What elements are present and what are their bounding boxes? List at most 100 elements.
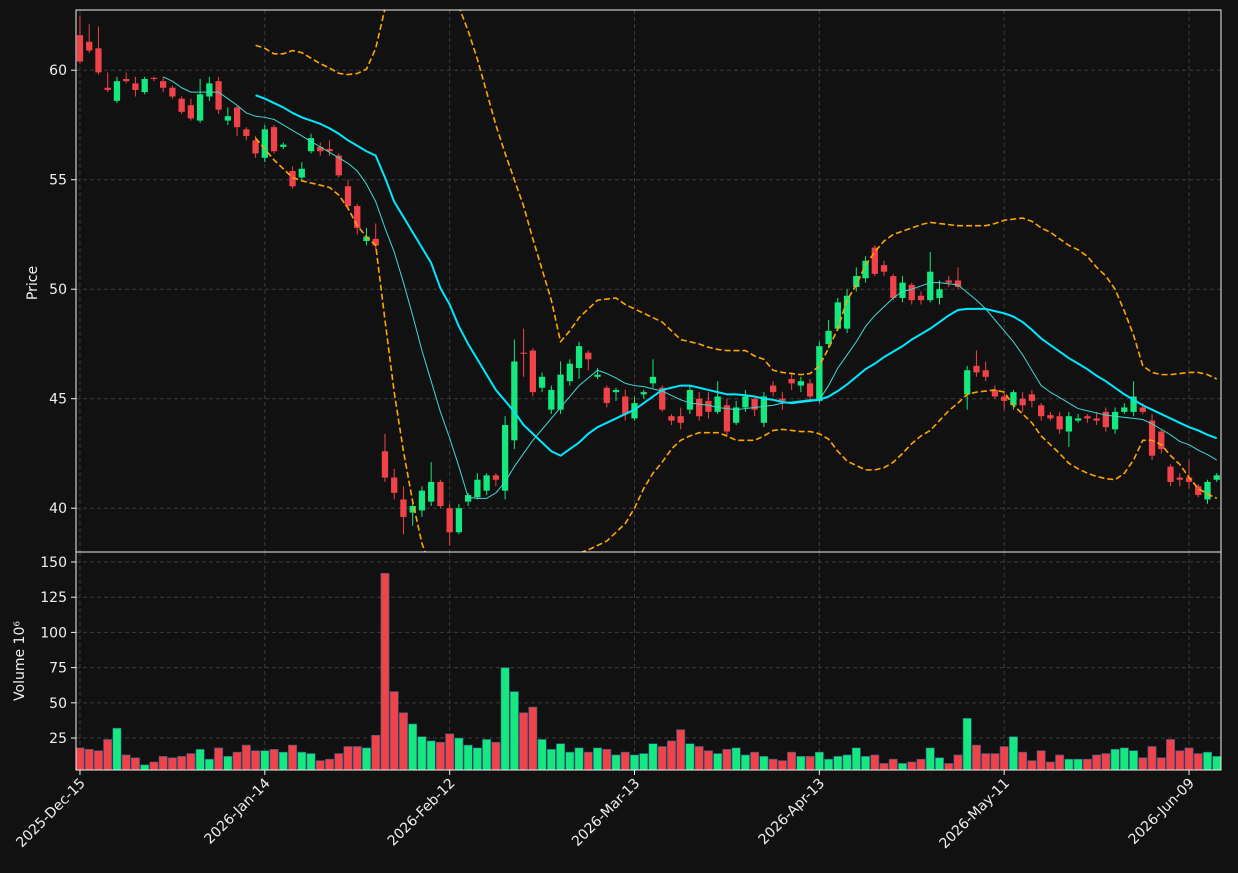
volume-bar bbox=[214, 747, 224, 770]
volume-bar bbox=[685, 743, 695, 770]
candle-body bbox=[1213, 475, 1220, 480]
volume-bar bbox=[260, 750, 270, 770]
volume-bar bbox=[1073, 758, 1083, 770]
volume-bar bbox=[703, 750, 713, 770]
candle-body bbox=[363, 236, 370, 242]
volume-bar bbox=[787, 751, 797, 770]
volume-bar bbox=[315, 760, 325, 770]
candle-body bbox=[132, 83, 139, 90]
candle-body bbox=[160, 81, 167, 88]
volume-bar bbox=[999, 746, 1009, 770]
candle-body bbox=[150, 77, 158, 79]
volume-bar bbox=[362, 747, 371, 770]
candle-body bbox=[104, 87, 111, 90]
candle-body bbox=[428, 481, 435, 502]
candle-body bbox=[123, 78, 130, 82]
volume-bar bbox=[870, 754, 880, 770]
candle-body bbox=[76, 35, 84, 62]
candle-body bbox=[557, 374, 564, 410]
volume-bar bbox=[528, 706, 538, 770]
volume-tick-label: 100 bbox=[40, 625, 67, 641]
volume-bar bbox=[962, 718, 972, 770]
volume-bar bbox=[953, 754, 963, 770]
volume-bar bbox=[186, 753, 196, 770]
candle-body bbox=[991, 389, 999, 397]
candle-body bbox=[603, 387, 610, 404]
volume-plot bbox=[76, 572, 1221, 770]
candle-body bbox=[723, 405, 731, 432]
candle-body bbox=[317, 146, 324, 152]
candle-body bbox=[806, 383, 814, 397]
volume-bar bbox=[491, 741, 501, 770]
volume-bar bbox=[842, 754, 852, 770]
candle-body bbox=[529, 350, 536, 393]
volume-bar bbox=[509, 691, 519, 770]
candle-body bbox=[742, 396, 749, 408]
volume-bar bbox=[241, 744, 251, 770]
volume-bar bbox=[1212, 756, 1221, 770]
candle-body bbox=[206, 83, 213, 97]
volume-bar bbox=[944, 763, 954, 770]
volume-bar bbox=[195, 748, 205, 770]
volume-bar bbox=[713, 753, 723, 770]
candle-body bbox=[622, 396, 629, 415]
candle-body bbox=[1130, 396, 1137, 412]
volume-bar bbox=[916, 758, 926, 770]
volume-bar bbox=[546, 748, 556, 770]
candle-body bbox=[1195, 486, 1202, 496]
volume-bar bbox=[722, 748, 732, 770]
volume-bar bbox=[158, 756, 168, 770]
volume-bar bbox=[1129, 750, 1139, 770]
candle-body bbox=[1074, 418, 1082, 421]
candle-body bbox=[196, 94, 204, 121]
candle-body bbox=[548, 389, 555, 410]
candle-body bbox=[437, 481, 444, 507]
volume-bar bbox=[288, 744, 298, 770]
candle-body bbox=[280, 144, 287, 147]
candle-body bbox=[455, 508, 463, 533]
volume-bar bbox=[1156, 757, 1166, 770]
volume-bar bbox=[796, 756, 806, 770]
volume-bar bbox=[768, 758, 778, 770]
volume-bar bbox=[1018, 751, 1028, 770]
volume-bar bbox=[278, 751, 288, 770]
candle-body bbox=[908, 284, 915, 301]
volume-bar bbox=[149, 761, 159, 770]
candle-body bbox=[215, 81, 222, 110]
volume-bar bbox=[417, 736, 427, 770]
candle-body bbox=[714, 396, 721, 412]
price-axis-label: Price bbox=[25, 266, 41, 300]
candle-body bbox=[612, 389, 620, 393]
volume-bar bbox=[482, 739, 492, 770]
candle-body bbox=[113, 81, 121, 101]
band-line bbox=[254, 137, 1218, 552]
volume-bar bbox=[352, 746, 362, 770]
volume-bar bbox=[639, 753, 649, 770]
candle-body bbox=[696, 398, 703, 417]
volume-bar bbox=[990, 753, 1000, 770]
volume-bar bbox=[694, 746, 704, 770]
candle-body bbox=[464, 495, 472, 502]
candle-body bbox=[917, 295, 925, 301]
volume-bar bbox=[463, 744, 473, 770]
volume-bar bbox=[306, 753, 316, 770]
volume-bar bbox=[648, 743, 658, 770]
volume-bar bbox=[759, 756, 769, 770]
candle-body bbox=[243, 129, 250, 136]
candle-body bbox=[270, 127, 278, 152]
candle-body bbox=[483, 475, 490, 491]
volume-bar bbox=[971, 744, 981, 770]
candle-body bbox=[973, 365, 980, 373]
volume-bar bbox=[574, 747, 584, 770]
volume-bar bbox=[297, 751, 307, 770]
candle-body bbox=[677, 416, 684, 423]
volume-bar bbox=[84, 748, 94, 770]
candle-body bbox=[585, 352, 592, 360]
candle-body bbox=[816, 346, 823, 401]
price-tick-label: 45 bbox=[49, 392, 67, 408]
candle-body bbox=[779, 398, 786, 401]
candle-body bbox=[233, 107, 241, 128]
candle-body bbox=[954, 280, 962, 288]
volume-bar bbox=[269, 748, 279, 770]
